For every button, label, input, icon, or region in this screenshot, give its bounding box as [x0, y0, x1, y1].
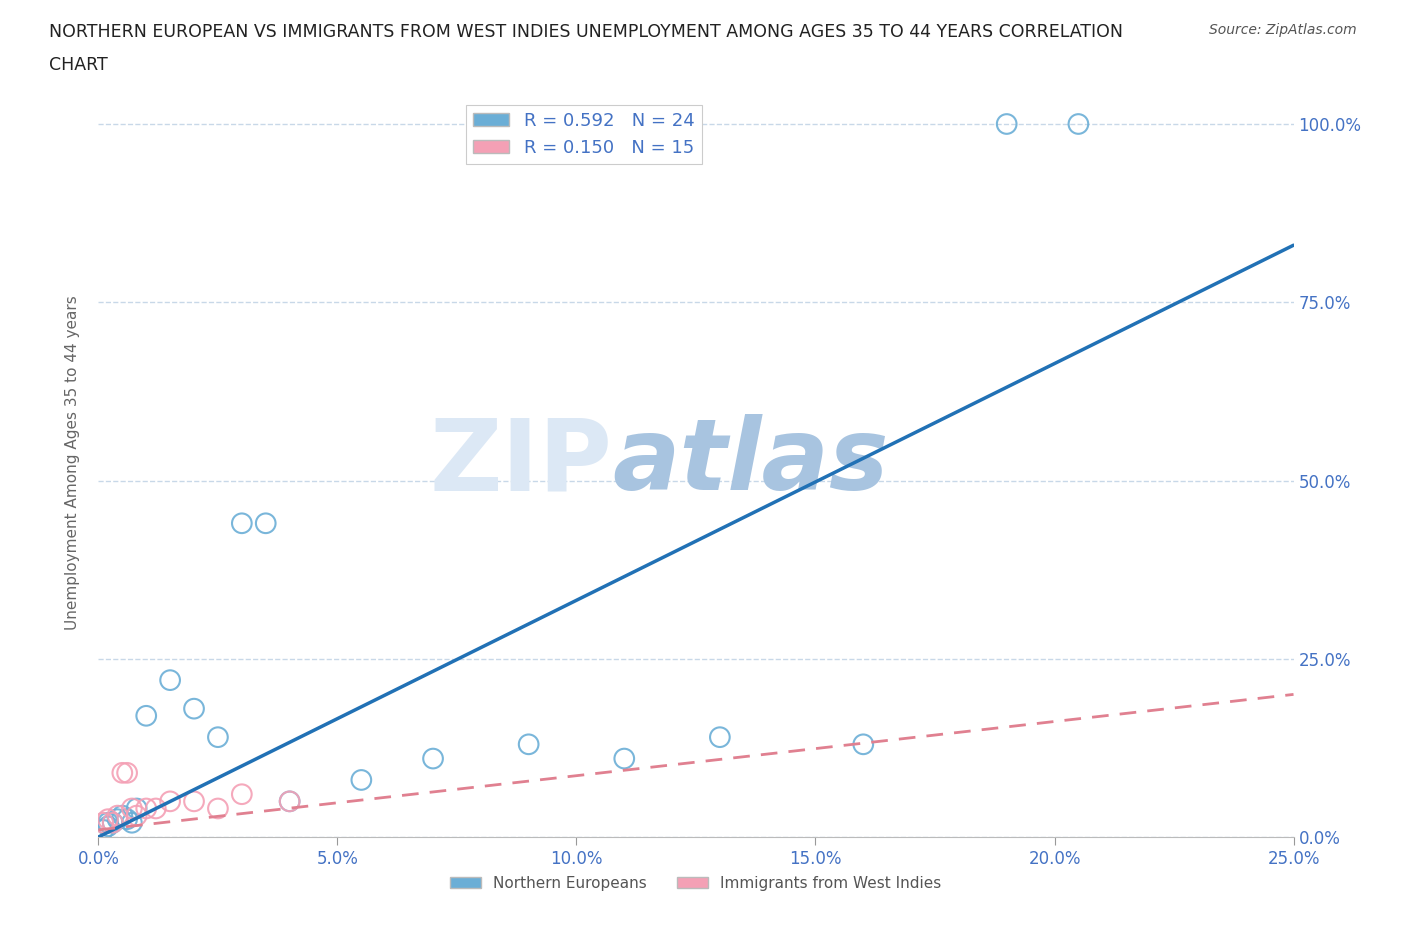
Point — [135, 709, 157, 724]
Legend: Northern Europeans, Immigrants from West Indies: Northern Europeans, Immigrants from West… — [444, 870, 948, 897]
Point — [278, 794, 301, 809]
Point — [115, 812, 138, 827]
Point — [121, 801, 143, 816]
Point — [97, 812, 120, 827]
Point — [125, 801, 148, 816]
Text: CHART: CHART — [49, 56, 108, 73]
Point — [111, 765, 134, 780]
Point — [254, 516, 277, 531]
Point — [115, 765, 138, 780]
Point — [107, 812, 129, 827]
Text: NORTHERN EUROPEAN VS IMMIGRANTS FROM WEST INDIES UNEMPLOYMENT AMONG AGES 35 TO 4: NORTHERN EUROPEAN VS IMMIGRANTS FROM WES… — [49, 23, 1123, 41]
Point — [278, 794, 301, 809]
Text: Source: ZipAtlas.com: Source: ZipAtlas.com — [1209, 23, 1357, 37]
Point — [231, 516, 253, 531]
Point — [995, 116, 1018, 131]
Point — [159, 672, 181, 687]
Point — [101, 816, 124, 830]
Point — [207, 801, 229, 816]
Point — [709, 730, 731, 745]
Point — [101, 816, 124, 830]
Point — [121, 816, 143, 830]
Point — [111, 808, 134, 823]
Point — [125, 808, 148, 823]
Point — [107, 808, 129, 823]
Point — [159, 794, 181, 809]
Point — [145, 801, 167, 816]
Point — [97, 819, 120, 834]
Point — [517, 737, 540, 751]
Point — [91, 816, 114, 830]
Point — [852, 737, 875, 751]
Text: ZIP: ZIP — [429, 414, 613, 512]
Text: atlas: atlas — [613, 414, 889, 512]
Y-axis label: Unemployment Among Ages 35 to 44 years: Unemployment Among Ages 35 to 44 years — [65, 296, 80, 630]
Point — [1067, 116, 1090, 131]
Point — [422, 751, 444, 766]
Point — [350, 773, 373, 788]
Point — [97, 816, 120, 830]
Point — [183, 794, 205, 809]
Point — [135, 801, 157, 816]
Point — [183, 701, 205, 716]
Point — [231, 787, 253, 802]
Point — [91, 822, 114, 837]
Point — [207, 730, 229, 745]
Point — [613, 751, 636, 766]
